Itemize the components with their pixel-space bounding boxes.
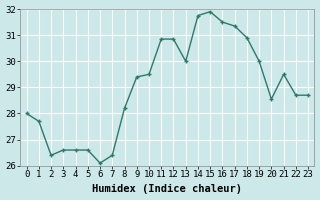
- X-axis label: Humidex (Indice chaleur): Humidex (Indice chaleur): [92, 184, 242, 194]
